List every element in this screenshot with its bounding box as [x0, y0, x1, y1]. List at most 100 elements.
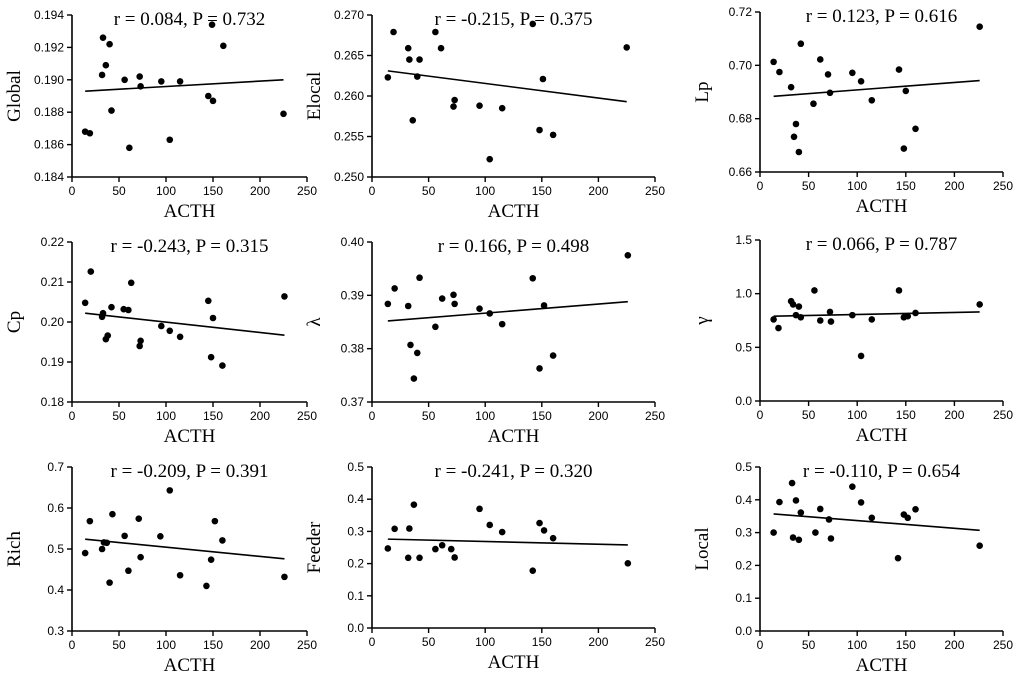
chart-9: 0.0 0.1 0.2 0.3 0.4 0.5 0 50 100 150 200 250 r = -0.…	[692, 460, 1013, 674]
chart-9-point	[789, 534, 797, 541]
chart-1-x-label: ACTH	[164, 201, 216, 222]
chart-9-point	[795, 536, 803, 544]
chart-7-point	[121, 532, 128, 540]
chart-2-point	[404, 44, 412, 52]
chart-4-point	[99, 309, 107, 317]
chart-8-x-tick-label: 150	[532, 635, 552, 649]
chart-6-point	[795, 303, 803, 310]
chart-1-x-tick-label: 150	[203, 184, 223, 198]
chart-1-y-tick-label: 0.186	[34, 138, 64, 152]
chart-1-y-label: Global	[4, 70, 25, 122]
chart-3-point	[792, 120, 800, 128]
chart-6-point	[827, 318, 835, 325]
chart-4-x-tick-label: 50	[112, 409, 126, 423]
chart-4-x-tick-label: 200	[250, 409, 270, 423]
chart-1-regression-line	[85, 79, 284, 92]
chart-5-point	[450, 291, 457, 299]
chart-9-point	[857, 499, 865, 506]
chart-9-x-label: ACTH	[856, 655, 908, 674]
chart-9-point	[976, 542, 983, 550]
chart-6-point	[816, 317, 824, 324]
chart-3-point	[797, 40, 805, 48]
chart-3-x-tick-label: 50	[802, 179, 816, 193]
chart-8-y-tick-label: 0.1	[347, 589, 364, 603]
chart-9-point	[816, 505, 824, 513]
chart-7-point	[86, 517, 94, 525]
chart-6-x-tick-label: 200	[944, 408, 964, 422]
chart-5-point	[432, 323, 439, 331]
chart-8-point	[476, 505, 483, 513]
chart-2-y-tick-label: 0.270	[334, 8, 364, 22]
chart-4-point	[127, 279, 135, 287]
chart-8-point	[486, 521, 494, 529]
chart-5-title: r = 0.166, P = 0.498	[438, 236, 590, 257]
chart-1-point	[102, 61, 110, 69]
chart-9-point	[904, 514, 912, 522]
chart-2-point	[498, 104, 506, 112]
chart-3-point	[976, 23, 983, 30]
chart-8-x-tick-label: 50	[422, 635, 436, 649]
chart-7-point	[203, 582, 210, 590]
chart-4-point	[176, 333, 184, 341]
chart-4: 0.18 0.19 0.20 0.21 0.22 0 50 100 150 200 250 r = -…	[4, 235, 317, 447]
chart-3-point	[824, 71, 832, 78]
chart-1-point	[126, 144, 133, 152]
chart-9-y-tick-label: 0.0	[735, 624, 752, 638]
chart-9-x-tick-label: 250	[993, 638, 1013, 652]
chart-3-y-tick-label: 0.70	[729, 58, 753, 72]
chart-1-point	[176, 78, 184, 85]
chart-8-y-tick-label: 0.4	[347, 492, 364, 506]
chart-4-x-tick-label: 0	[69, 409, 76, 423]
chart-1-point	[220, 42, 227, 50]
chart-9-point	[812, 529, 819, 536]
chart-3-regression-line	[773, 79, 980, 98]
chart-7-point	[207, 556, 215, 563]
chart-1: 0.184 0.186 0.188 0.190 0.192 0.194 0 50 100 150 2…	[4, 8, 317, 222]
chart-3-y-tick-label: 0.72	[729, 5, 753, 19]
chart-5-point	[529, 274, 537, 282]
chart-1-point	[106, 40, 113, 48]
chart-3-x-tick-label: 100	[847, 179, 867, 193]
chart-4-point	[158, 322, 165, 330]
chart-6-title: r = 0.066, P = 0.787	[806, 234, 958, 255]
chart-6-point	[811, 287, 818, 294]
chart-4-y-tick-label: 0.22	[41, 235, 65, 249]
chart-7-x-label: ACTH	[164, 655, 216, 674]
chart-9-point	[827, 535, 835, 542]
chart-7-y-tick-label: 0.7	[47, 460, 64, 474]
chart-8-x-tick-label: 250	[645, 635, 665, 649]
chart-5-point	[536, 365, 543, 372]
chart-8-y-tick-label: 0.3	[347, 524, 364, 538]
chart-7-y-tick-label: 0.3	[47, 624, 64, 638]
chart-2-point	[450, 103, 457, 110]
chart-4-y-tick-label: 0.21	[41, 275, 65, 289]
chart-4-x-tick-label: 250	[297, 409, 317, 423]
chart-4-point	[125, 306, 132, 314]
chart-4-point	[209, 314, 217, 322]
chart-9-x-tick-label: 100	[847, 638, 867, 652]
chart-5-point	[486, 310, 494, 317]
chart-3-y-label: Lp	[692, 81, 713, 102]
chart-5-point	[540, 302, 548, 309]
chart-4-point	[81, 299, 89, 307]
chart-8-point	[529, 567, 537, 574]
chart-1-y-tick-label: 0.190	[34, 73, 64, 87]
chart-5-x-tick-label: 50	[422, 409, 436, 423]
chart-1-y-tick-label: 0.184	[34, 170, 64, 184]
chart-2-point	[549, 131, 557, 139]
chart-1-x-tick-label: 250	[297, 184, 317, 198]
chart-5-y-tick-label: 0.39	[341, 288, 365, 302]
chart-8-x-tick-label: 0	[369, 635, 376, 649]
chart-6-x-tick-label: 250	[993, 408, 1013, 422]
chart-2-y-tick-label: 0.260	[334, 89, 364, 103]
chart-2-point	[437, 44, 445, 52]
chart-5-point	[624, 252, 632, 259]
chart-1-point	[136, 73, 143, 80]
chart-5-x-tick-label: 150	[532, 409, 552, 423]
chart-9-point	[770, 529, 777, 536]
chart-1-point	[208, 21, 216, 29]
chart-9-point	[792, 497, 800, 504]
chart-8-point	[404, 554, 412, 562]
chart-7-point	[157, 532, 164, 540]
chart-2-point	[451, 96, 458, 104]
